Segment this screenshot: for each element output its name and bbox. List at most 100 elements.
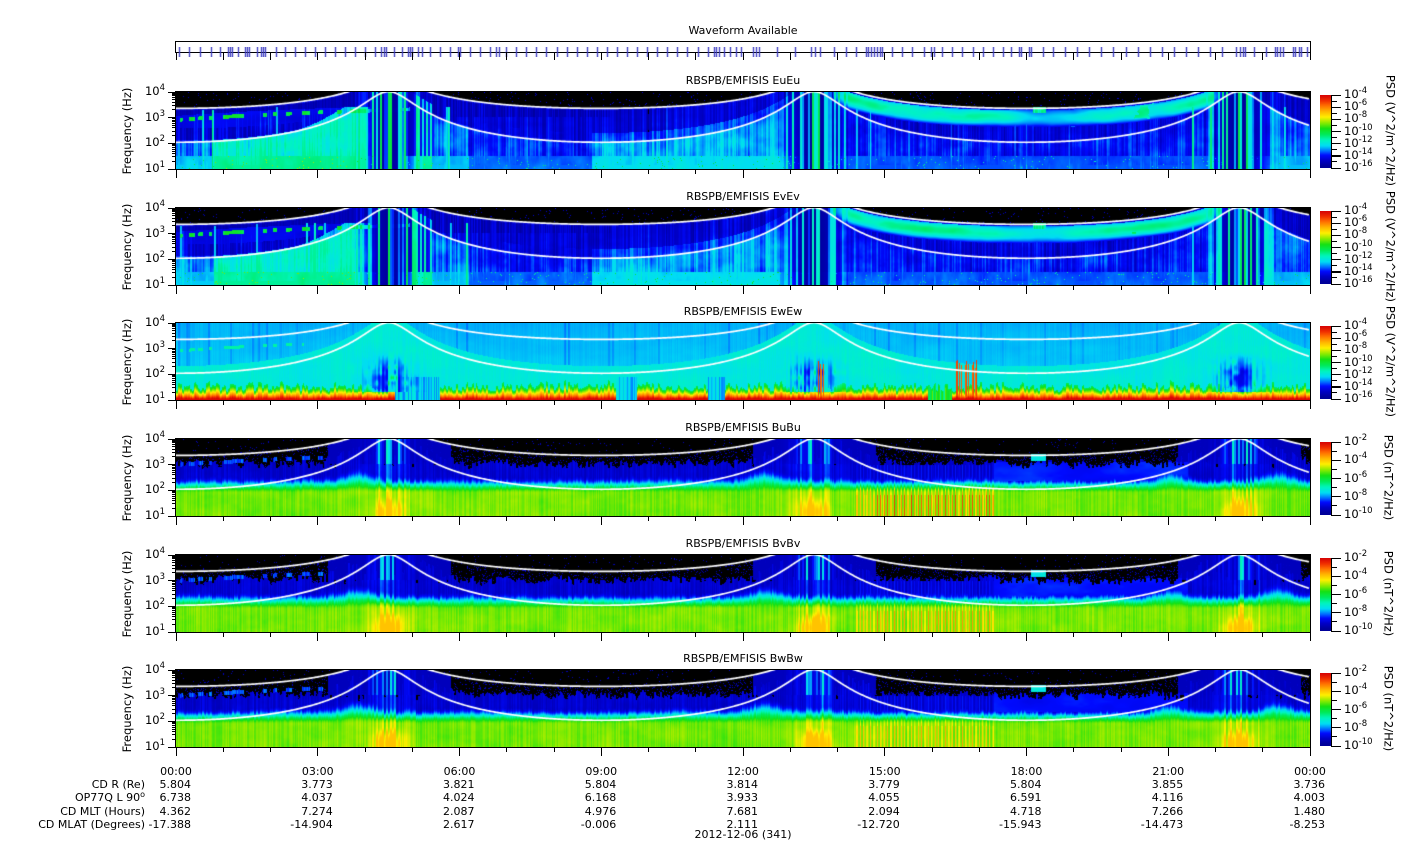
colorbar-major-tick (1331, 259, 1341, 261)
colorbar-tick-label-4-1-exponent: -4 (1358, 451, 1368, 462)
x-major-tick (175, 400, 177, 409)
y-tick-label-2-2: 102 (131, 250, 165, 266)
y-minor-tick (171, 146, 176, 148)
waveform-hour-tick (1167, 52, 1169, 60)
x-minor-tick (1262, 285, 1264, 290)
colorbar-major-tick (1331, 557, 1341, 559)
colorbar-major-tick (1331, 325, 1341, 327)
waveform-hour-tick (1073, 52, 1075, 60)
colorbar-major-tick (1331, 337, 1341, 339)
y-tick-label-6-1-base: 10 (144, 687, 160, 702)
y-tick-label-4-3-base: 10 (144, 508, 160, 522)
x-major-tick (317, 516, 319, 525)
y-tick-label-4-1: 103 (131, 456, 165, 472)
y-minor-tick (171, 104, 176, 106)
x-major-tick (884, 285, 886, 294)
x-minor-tick (1120, 400, 1122, 405)
x-minor-tick (789, 632, 791, 637)
y-minor-tick (171, 679, 176, 681)
y-minor-tick (171, 493, 176, 495)
colorbar-major-tick (1331, 478, 1341, 480)
panel-title-4: RBSPB/EMFISIS BuBu (685, 421, 801, 434)
colorbar-tick-label-2-1-exponent: -6 (1358, 214, 1368, 225)
y-tick-label-6-2: 102 (131, 712, 165, 728)
ephemeris-value-1-3: 6.168 (584, 791, 617, 805)
spectrogram-canvas-5 (175, 554, 1311, 633)
x-minor-tick (648, 400, 649, 405)
colorbar-minor-tick (1331, 277, 1337, 279)
x-major-tick (742, 747, 744, 756)
colorbar-tick-label-2-4-base: 10 (1344, 251, 1359, 266)
ephemeris-value-0-0: 5.804 (159, 778, 192, 791)
y-major-tick (167, 142, 176, 145)
x-major-tick (317, 747, 319, 756)
waveform-hour-tick (553, 52, 555, 60)
waveform-available-title: Waveform Available (688, 24, 798, 37)
y-minor-tick (171, 109, 176, 111)
waveform-hour-tick (175, 52, 177, 60)
colorbar-tick-label-4-3-base: 10 (1344, 488, 1359, 503)
colorbar-minor-tick (1331, 468, 1337, 470)
y-minor-tick (171, 243, 176, 245)
y-minor-tick (171, 209, 176, 211)
colorbar-major-tick (1331, 234, 1341, 237)
colorbar-major-tick (1331, 612, 1341, 614)
colorbar-tick-label-5-0-base: 10 (1344, 550, 1359, 564)
colorbar-tick-label-2-3-base: 10 (1344, 239, 1359, 254)
y-minor-tick (171, 264, 176, 266)
x-minor-tick (411, 632, 413, 637)
x-major-tick (1309, 285, 1311, 294)
ephemeris-value-2-0: 4.362 (159, 804, 192, 818)
y-tick-label-4-1-base: 10 (144, 456, 160, 471)
x-minor-tick (837, 169, 838, 174)
x-major-tick (600, 632, 602, 641)
x-minor-tick (1120, 632, 1122, 637)
x-minor-tick (270, 747, 271, 752)
x-major-tick (459, 169, 461, 178)
x-major-tick (1167, 632, 1169, 641)
x-minor-tick (222, 285, 224, 290)
y-tick-label-3-3: 101 (131, 391, 165, 407)
panel-title-2: RBSPB/EMFISIS EvEv (686, 190, 800, 203)
y-major-tick (167, 605, 176, 608)
y-tick-label-1-3-base: 10 (144, 161, 160, 175)
x-minor-tick (931, 285, 933, 290)
y-major-tick (167, 373, 176, 376)
y-major-tick (167, 348, 176, 350)
x-major-tick (317, 400, 319, 409)
waveform-hour-tick (884, 52, 886, 60)
y-tick-label-1-0: 104 (131, 83, 165, 99)
y-tick-label-2-2-exponent: 2 (159, 250, 165, 261)
y-tick-label-3-1-base: 10 (144, 340, 160, 355)
x-minor-tick (789, 747, 791, 752)
y-tick-label-2-0: 104 (131, 199, 165, 215)
colorbar-tick-label-3-0-base: 10 (1344, 318, 1359, 332)
y-minor-tick (171, 352, 176, 354)
y-tick-label-4-3-exponent: 1 (159, 507, 165, 517)
colorbar-tick-label-1-3: 10-10 (1344, 123, 1388, 139)
colorbar-unit-label-6: PSD (nT^2/Hz) (1381, 665, 1396, 751)
x-minor-tick (837, 632, 838, 637)
y-tick-label-4-3: 101 (131, 507, 165, 523)
x-minor-tick (222, 400, 224, 405)
colorbar-minor-tick (1331, 566, 1337, 568)
y-major-tick (167, 399, 176, 401)
x-minor-tick (1073, 632, 1075, 637)
y-tick-label-1-2: 102 (131, 134, 165, 150)
y-tick-label-3-2: 102 (131, 365, 165, 381)
y-tick-label-3-0-exponent: 4 (159, 314, 165, 324)
colorbar-major-tick (1331, 106, 1341, 108)
y-major-tick (167, 117, 176, 119)
x-minor-tick (506, 632, 508, 637)
x-minor-tick (695, 169, 697, 174)
x-minor-tick (1215, 747, 1216, 752)
x-minor-tick (837, 516, 838, 521)
y-minor-tick (171, 237, 176, 239)
waveform-hour-tick (222, 52, 224, 60)
waveform-hour-tick (931, 52, 933, 60)
y-minor-tick (171, 607, 176, 608)
y-major-tick (167, 258, 176, 261)
x-major-tick (175, 169, 177, 178)
colorbar-tick-label-5-4-exponent: -10 (1358, 622, 1373, 632)
colorbar-major-tick (1331, 459, 1341, 461)
